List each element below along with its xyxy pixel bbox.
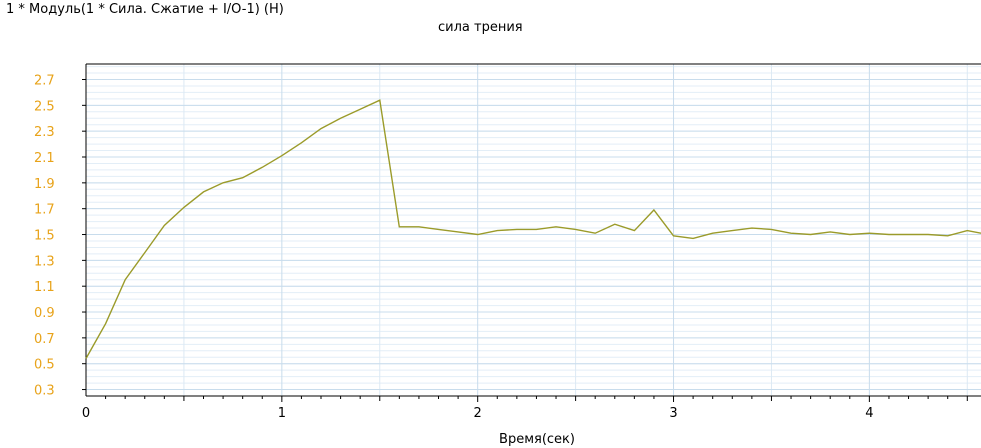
y-tick-label: 0.7: [34, 332, 55, 347]
y-tick-label: 2.1: [34, 151, 55, 166]
y-tick-label: 1.9: [34, 177, 55, 192]
x-axis-label: Время(сек): [499, 432, 575, 447]
y-tick-label: 2.7: [34, 74, 55, 89]
y-tick-label: 2.3: [34, 125, 55, 140]
series-label: 1 * Модуль(1 * Сила. Сжатие + I/O-1) (Н): [6, 2, 284, 17]
series-group: [85, 99, 981, 359]
series-line: [85, 99, 981, 359]
x-tick-label: 1: [278, 406, 286, 421]
y-tick-label: 0.3: [34, 384, 55, 399]
chart-title: сила трения: [438, 20, 523, 35]
y-tick-label: 0.9: [34, 306, 55, 321]
x-tick-label: 0: [82, 406, 90, 421]
y-tick-label: 1.3: [34, 254, 55, 269]
x-tick-label: 2: [474, 406, 482, 421]
y-tick-label: 1.7: [34, 203, 55, 218]
minor-grid: [86, 64, 981, 396]
x-ticks: 0 1 2 3 4: [82, 396, 968, 421]
y-tick-label: 0.5: [34, 358, 55, 373]
y-tick-label: 2.5: [34, 99, 55, 114]
y-ticks: 0.3 0.5 0.7 0.9 1.1 1.3 1.5 1.7 1.9 2.1 2.3 2.5 2.7: [34, 74, 86, 399]
y-tick-label: 1.1: [34, 280, 55, 295]
x-tick-label: 4: [865, 406, 873, 421]
y-tick-label: 1.5: [34, 229, 55, 244]
major-grid: [86, 64, 981, 396]
x-tick-label: 3: [669, 406, 677, 421]
axes: [85, 63, 981, 397]
